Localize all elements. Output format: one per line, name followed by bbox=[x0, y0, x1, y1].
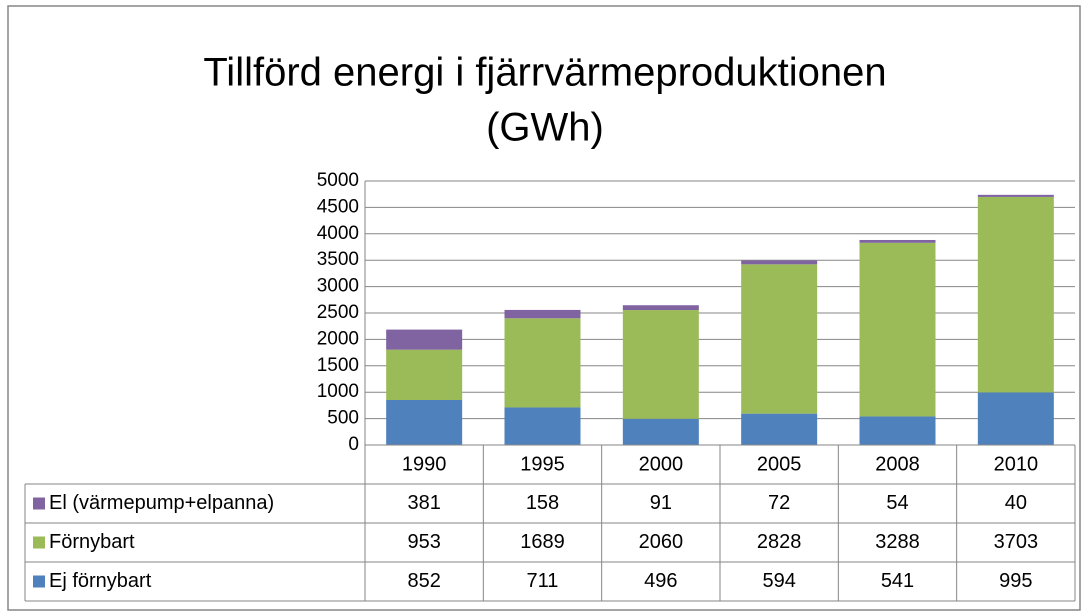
table-value: 40 bbox=[1005, 492, 1027, 514]
table-value: 2828 bbox=[757, 531, 802, 553]
bar bbox=[386, 349, 463, 401]
table-value: 72 bbox=[768, 492, 790, 514]
table-value: 54 bbox=[886, 492, 908, 514]
bar bbox=[504, 407, 581, 445]
table-value: 953 bbox=[407, 531, 440, 553]
y-tick-label: 4000 bbox=[317, 223, 359, 244]
table-value: 995 bbox=[999, 570, 1032, 592]
table-value: 711 bbox=[527, 570, 559, 592]
x-tick-label: 2000 bbox=[639, 453, 684, 475]
x-tick-label: 2010 bbox=[994, 453, 1039, 475]
y-tick-label: 4500 bbox=[317, 196, 359, 217]
legend-label: Ej förnybart bbox=[49, 570, 152, 592]
legend-label: Förnybart bbox=[49, 531, 135, 553]
bar bbox=[741, 260, 818, 265]
table-value: 594 bbox=[762, 570, 795, 592]
legend-swatch bbox=[33, 536, 45, 549]
bar bbox=[977, 392, 1054, 445]
bar bbox=[386, 400, 463, 445]
bar bbox=[977, 194, 1054, 197]
table-value: 541 bbox=[881, 570, 914, 592]
legend-swatch bbox=[33, 575, 45, 588]
legend-swatch bbox=[33, 497, 45, 510]
y-tick-label: 500 bbox=[327, 408, 359, 429]
chart-title: (GWh) bbox=[486, 106, 604, 150]
legend-label: El (värmepump+elpanna) bbox=[49, 492, 274, 514]
y-tick-label: 5000 bbox=[317, 170, 359, 191]
bar bbox=[386, 329, 463, 350]
x-tick-label: 1995 bbox=[520, 453, 565, 475]
x-tick-label: 2008 bbox=[875, 453, 920, 475]
y-tick-label: 1500 bbox=[317, 355, 359, 376]
x-tick-label: 2005 bbox=[757, 453, 802, 475]
bar bbox=[504, 318, 581, 408]
table-value: 381 bbox=[407, 492, 440, 514]
table-value: 852 bbox=[407, 570, 440, 592]
bar bbox=[859, 242, 936, 417]
y-tick-label: 2000 bbox=[317, 328, 359, 349]
y-tick-label: 3000 bbox=[317, 276, 359, 297]
bar bbox=[741, 264, 818, 414]
chart-title: Tillförd energi i fjärrvärmeproduktionen bbox=[203, 51, 886, 95]
table-value: 1689 bbox=[520, 531, 565, 553]
bar bbox=[977, 196, 1054, 393]
table-value: 91 bbox=[650, 492, 672, 514]
table-value: 3288 bbox=[875, 531, 920, 553]
y-tick-label: 1000 bbox=[317, 381, 359, 402]
bar bbox=[622, 418, 699, 445]
bar bbox=[859, 416, 936, 445]
y-tick-label: 0 bbox=[348, 434, 359, 455]
bar bbox=[622, 310, 699, 419]
bar bbox=[622, 305, 699, 311]
bar bbox=[504, 309, 581, 319]
bar bbox=[859, 239, 936, 243]
table-value: 2060 bbox=[639, 531, 684, 553]
y-tick-label: 2500 bbox=[317, 302, 359, 323]
table-value: 496 bbox=[644, 570, 677, 592]
x-tick-label: 1990 bbox=[402, 453, 447, 475]
table-value: 158 bbox=[526, 492, 559, 514]
bar bbox=[741, 413, 818, 445]
y-tick-label: 3500 bbox=[317, 249, 359, 270]
table-value: 3703 bbox=[994, 531, 1039, 553]
